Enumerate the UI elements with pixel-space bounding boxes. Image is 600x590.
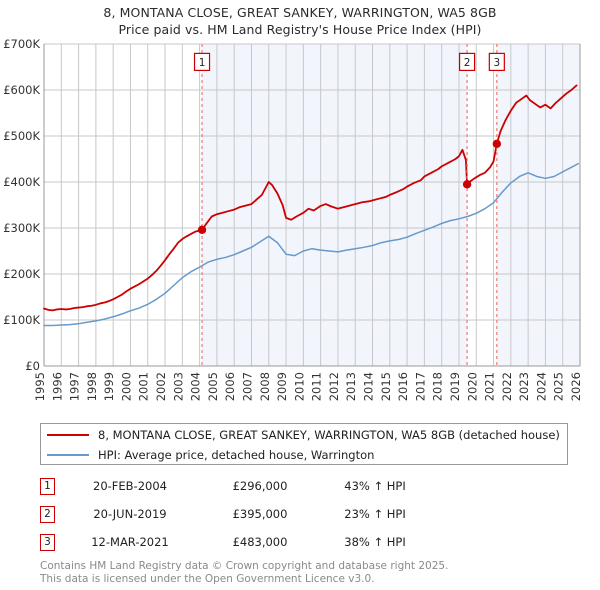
- table-row: 2 20-JUN-2019 £395,000 23% ↑ HPI: [40, 500, 580, 528]
- y-tick-label: £0: [25, 359, 40, 373]
- x-tick-label: 2019: [448, 372, 462, 401]
- table-row: 1 20-FEB-2004 £296,000 43% ↑ HPI: [40, 472, 580, 500]
- x-tick-label: 2011: [310, 372, 324, 401]
- transaction-hpi-3: 38% ↑ HPI: [344, 535, 406, 549]
- x-tick-label: 2010: [292, 372, 306, 401]
- sale-marker-dot-3: [492, 139, 502, 149]
- table-row: 3 12-MAR-2021 £483,000 38% ↑ HPI: [40, 528, 580, 556]
- x-tick-label: 1995: [33, 372, 47, 401]
- x-tick-label: 1999: [102, 372, 116, 401]
- chart-owned-bands: [202, 44, 580, 366]
- footer-line-copyright: Contains HM Land Registry data © Crown c…: [40, 560, 449, 572]
- y-tick-label: £700K: [3, 37, 40, 51]
- transaction-hpi-2: 23% ↑ HPI: [344, 507, 406, 521]
- transaction-date-1: 20-FEB-2004: [93, 479, 167, 493]
- x-tick-label: 2003: [171, 372, 185, 401]
- sale-marker-label-1: 1: [199, 57, 206, 69]
- transaction-price-1: £296,000: [232, 479, 288, 493]
- sale-marker-dot-1: [197, 225, 207, 235]
- chart-sale-marker-labels: 1 2 3: [193, 52, 505, 72]
- x-tick-label: 2018: [431, 372, 445, 401]
- footer-line-licence: This data is licensed under the Open Gov…: [40, 572, 375, 585]
- legend-swatch-hpi: [47, 454, 89, 456]
- x-tick-label: 2000: [119, 372, 133, 401]
- transaction-hpi-1: 43% ↑ HPI: [344, 479, 406, 493]
- footer-attribution: Contains HM Land Registry data © Crown c…: [40, 560, 580, 585]
- chart-axes: [43, 44, 581, 367]
- sale-marker-box-1: [193, 52, 211, 72]
- x-tick-label: 2017: [413, 372, 427, 401]
- x-tick-label: 1997: [68, 372, 82, 401]
- x-tick-label: 2023: [517, 372, 531, 401]
- x-tick-label: 1996: [50, 372, 64, 401]
- chart-legend: 8, MONTANA CLOSE, GREAT SANKEY, WARRINGT…: [40, 423, 568, 465]
- y-tick-label: £600K: [3, 83, 40, 97]
- sale-marker-box-2: [458, 52, 476, 72]
- y-tick-label: £400K: [3, 175, 40, 189]
- title-line-subtitle: Price paid vs. HM Land Registry's House …: [118, 22, 482, 37]
- transaction-date-3: 12-MAR-2021: [91, 535, 169, 549]
- y-tick-label: £500K: [3, 129, 40, 143]
- page-title: 8, MONTANA CLOSE, GREAT SANKEY, WARRINGT…: [0, 4, 600, 38]
- legend-swatch-property: [47, 434, 89, 436]
- x-tick-label: 2012: [327, 372, 341, 401]
- chart-y-tick-labels: £0 £100K £200K £300K £400K £500K £600K £700K: [3, 37, 40, 373]
- chart-series-lines: [43, 84, 580, 327]
- transaction-badge-1: 1: [40, 477, 55, 495]
- transaction-badge-2: 2: [40, 505, 55, 523]
- x-tick-label: 2026: [569, 372, 583, 401]
- x-tick-label: 2024: [534, 372, 548, 401]
- x-tick-label: 2022: [500, 372, 514, 401]
- y-tick-label: £100K: [3, 313, 40, 327]
- sale-marker-label-2: 2: [464, 57, 471, 69]
- x-tick-label: 2005: [206, 372, 220, 401]
- chart-sale-marker-dots: [197, 139, 502, 235]
- series-line-property: [43, 84, 578, 312]
- transactions-table: 1 20-FEB-2004 £296,000 43% ↑ HPI 2 20-JU…: [40, 472, 580, 556]
- x-tick-label: 2013: [344, 372, 358, 401]
- y-tick-label: £300K: [3, 221, 40, 235]
- price-history-chart: £0 £100K £200K £300K £400K £500K £600K £700K 19…: [3, 37, 583, 401]
- sale-marker-dot-2: [462, 180, 472, 189]
- x-tick-label: 2016: [396, 372, 410, 401]
- sale-marker-label-3: 3: [493, 57, 500, 69]
- x-tick-label: 2021: [483, 372, 497, 401]
- x-tick-label: 2015: [379, 372, 393, 401]
- owned-period-band: [202, 44, 468, 366]
- transaction-badge-3: 3: [40, 533, 55, 551]
- x-tick-label: 2008: [258, 372, 272, 401]
- legend-item-hpi: HPI: Average price, detached house, Warr…: [41, 445, 567, 465]
- transaction-price-2: £395,000: [232, 507, 288, 521]
- x-tick-label: 2020: [465, 372, 479, 401]
- x-tick-label: 2025: [552, 372, 566, 401]
- x-tick-label: 2004: [189, 372, 203, 401]
- legend-label-hpi: HPI: Average price, detached house, Warr…: [98, 448, 375, 462]
- x-tick-label: 2006: [223, 372, 237, 401]
- transaction-price-3: £483,000: [232, 535, 288, 549]
- series-line-hpi: [43, 162, 580, 327]
- title-line-address: 8, MONTANA CLOSE, GREAT SANKEY, WARRINGT…: [103, 5, 497, 20]
- sale-marker-box-3: [488, 52, 505, 72]
- x-tick-label: 2001: [137, 372, 151, 401]
- x-tick-label: 2014: [362, 372, 376, 401]
- y-tick-label: £200K: [3, 267, 40, 281]
- x-tick-label: 2009: [275, 372, 289, 401]
- legend-item-property: 8, MONTANA CLOSE, GREAT SANKEY, WARRINGT…: [41, 425, 567, 445]
- transaction-date-2: 20-JUN-2019: [93, 507, 167, 521]
- legend-label-property: 8, MONTANA CLOSE, GREAT SANKEY, WARRINGT…: [98, 428, 560, 442]
- chart-x-tick-labels: 1995 1996 1997 1998 1999 2000 2001 2002 2003 2004…: [33, 372, 583, 401]
- x-tick-label: 2002: [154, 372, 168, 401]
- x-tick-label: 1998: [85, 372, 99, 401]
- x-tick-label: 2007: [240, 372, 254, 401]
- chart-gridlines: [43, 43, 581, 367]
